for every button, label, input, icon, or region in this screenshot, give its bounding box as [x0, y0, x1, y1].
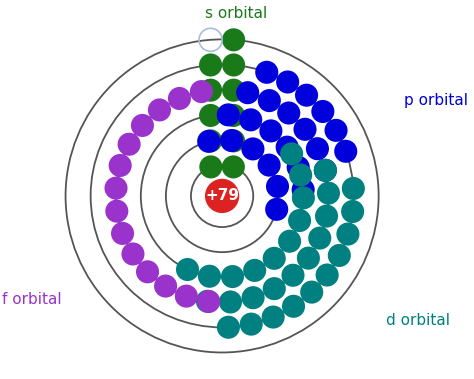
Circle shape [168, 87, 191, 110]
Circle shape [196, 290, 219, 313]
Circle shape [259, 119, 283, 143]
Circle shape [175, 285, 198, 308]
Circle shape [239, 108, 262, 132]
Circle shape [121, 243, 145, 266]
Circle shape [276, 70, 299, 94]
Circle shape [257, 153, 281, 177]
Circle shape [197, 130, 220, 153]
Circle shape [118, 133, 141, 156]
Circle shape [300, 280, 323, 304]
Text: s orbital: s orbital [205, 6, 267, 21]
Circle shape [258, 89, 281, 112]
Circle shape [266, 175, 289, 198]
Circle shape [337, 222, 359, 246]
Circle shape [287, 156, 310, 179]
Circle shape [288, 209, 311, 232]
Circle shape [334, 140, 357, 163]
Circle shape [275, 136, 299, 159]
Circle shape [217, 103, 240, 127]
Circle shape [148, 99, 171, 122]
Circle shape [131, 114, 154, 137]
Circle shape [278, 230, 301, 253]
Circle shape [199, 78, 222, 102]
Circle shape [243, 259, 266, 282]
Circle shape [176, 258, 199, 281]
Circle shape [104, 177, 128, 200]
Circle shape [255, 61, 278, 84]
Circle shape [328, 244, 351, 267]
Circle shape [136, 260, 159, 283]
Circle shape [198, 265, 221, 288]
Circle shape [217, 316, 240, 339]
Circle shape [311, 100, 334, 123]
Circle shape [306, 137, 329, 160]
Circle shape [206, 180, 238, 212]
Circle shape [295, 84, 318, 107]
Circle shape [221, 265, 244, 288]
Circle shape [314, 159, 337, 182]
Circle shape [316, 263, 338, 287]
Circle shape [265, 198, 288, 221]
Circle shape [219, 290, 242, 313]
Circle shape [199, 53, 222, 77]
Circle shape [236, 81, 259, 104]
Circle shape [263, 247, 286, 270]
Text: +79: +79 [205, 188, 239, 204]
Circle shape [222, 104, 245, 127]
Circle shape [292, 178, 315, 201]
Circle shape [190, 80, 213, 103]
Circle shape [240, 313, 263, 336]
Circle shape [282, 295, 305, 318]
Circle shape [111, 222, 134, 245]
Circle shape [314, 159, 337, 182]
Circle shape [263, 277, 286, 300]
Circle shape [242, 286, 264, 309]
Circle shape [199, 155, 222, 179]
Circle shape [222, 78, 245, 102]
Circle shape [317, 182, 340, 205]
Circle shape [341, 200, 364, 223]
Text: f orbital: f orbital [2, 292, 62, 307]
Circle shape [289, 163, 312, 186]
Circle shape [222, 155, 245, 179]
Text: p orbital: p orbital [404, 93, 468, 108]
Circle shape [282, 264, 304, 287]
Circle shape [292, 186, 315, 209]
Circle shape [222, 28, 245, 51]
Circle shape [297, 247, 320, 270]
Circle shape [241, 137, 264, 160]
Circle shape [262, 305, 285, 329]
Circle shape [199, 104, 222, 127]
Circle shape [109, 154, 132, 177]
Circle shape [308, 227, 331, 250]
Circle shape [199, 129, 222, 152]
Circle shape [222, 129, 245, 152]
Circle shape [280, 142, 303, 165]
Circle shape [342, 177, 365, 200]
Text: d orbital: d orbital [386, 313, 450, 328]
Circle shape [293, 118, 317, 141]
Circle shape [315, 205, 338, 228]
Circle shape [277, 102, 300, 125]
Circle shape [325, 119, 347, 142]
Circle shape [197, 290, 220, 313]
Circle shape [222, 53, 245, 77]
Circle shape [220, 129, 243, 152]
Circle shape [105, 200, 128, 223]
Circle shape [154, 274, 177, 298]
